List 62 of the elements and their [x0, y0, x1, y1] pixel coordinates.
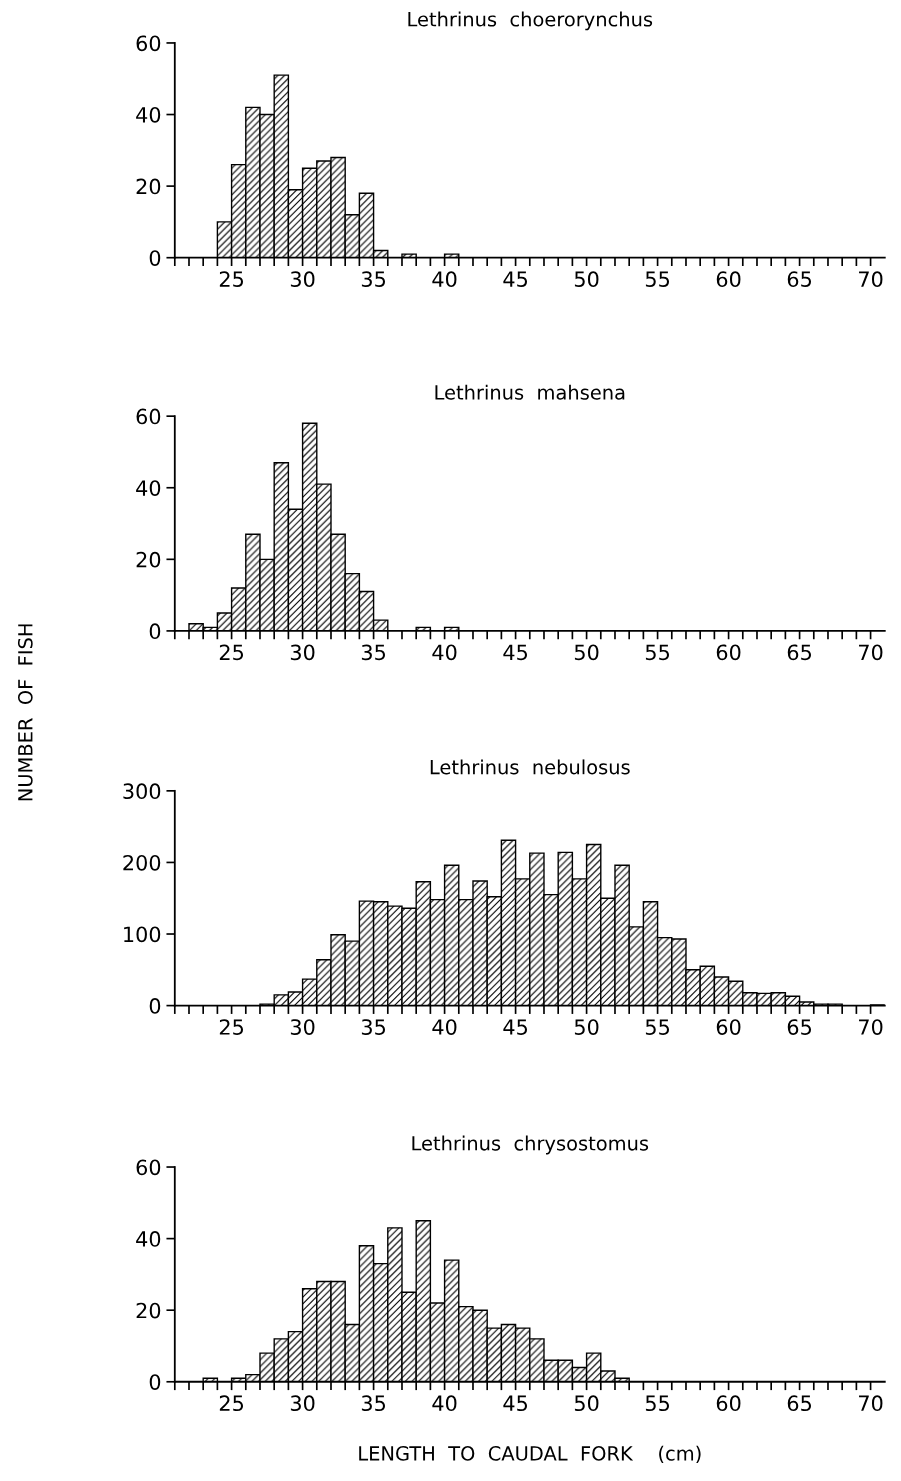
- y-tick-label: 0: [149, 250, 161, 266]
- x-tick-label: 40: [432, 1395, 457, 1412]
- x-tick-label: 55: [645, 1019, 670, 1035]
- x-tick-label: 65: [787, 1019, 812, 1035]
- x-tick-label: 25: [219, 1395, 244, 1412]
- x-tick-label: 60: [716, 1395, 741, 1412]
- x-tick-label: 60: [716, 1019, 741, 1035]
- y-tick-label: 40: [136, 1231, 161, 1247]
- x-tick-label: 70: [859, 644, 883, 661]
- y-tick-label: 200: [123, 854, 161, 871]
- y-tick-label: 20: [136, 178, 161, 195]
- x-tick-label: 40: [432, 271, 457, 288]
- chart-title: Lethrinus chrysostomus: [412, 1135, 649, 1155]
- y-tick-label: 60: [136, 35, 161, 52]
- x-tick-label: 40: [432, 644, 457, 661]
- x-tick-label: 45: [503, 1395, 528, 1412]
- x-tick-label: 50: [574, 1019, 599, 1035]
- x-tick-label: 45: [503, 1019, 528, 1035]
- x-tick-label: 35: [361, 1395, 386, 1412]
- x-tick-label: 55: [645, 1395, 670, 1412]
- x-tick-label: 50: [574, 271, 599, 288]
- x-tick-label: 70: [859, 1019, 883, 1035]
- y-tick-label: 60: [136, 1159, 161, 1176]
- x-tick-label: 30: [290, 644, 315, 661]
- x-tick-label: 35: [361, 271, 386, 288]
- y-tick-label: 60: [136, 408, 161, 425]
- x-tick-label: 30: [290, 271, 315, 288]
- y-tick-label: 300: [123, 783, 161, 800]
- y-tick-label: 40: [136, 480, 161, 496]
- x-tick-label: 30: [290, 1019, 315, 1035]
- x-tick-label: 25: [219, 271, 244, 288]
- x-tick-label: 60: [716, 644, 741, 661]
- x-tick-label: 40: [432, 1019, 457, 1035]
- x-tick-label: 65: [787, 1395, 812, 1412]
- x-tick-label: 30: [290, 1395, 315, 1412]
- x-tick-label: 55: [645, 644, 670, 661]
- x-tick-label: 65: [787, 644, 812, 661]
- y-tick-label: 40: [136, 106, 161, 123]
- x-tick-label: 70: [859, 271, 883, 288]
- x-axis-title: LENGTH TO CAUDAL FORK (cm): [359, 1445, 701, 1464]
- x-tick-label: 50: [574, 644, 599, 661]
- chart-title: Lethrinus mahsena: [435, 384, 625, 400]
- y-tick-label: 0: [149, 623, 161, 640]
- x-tick-label: 50: [574, 1395, 599, 1412]
- x-tick-label: 25: [219, 644, 244, 661]
- y-tick-label: 20: [136, 1302, 161, 1319]
- x-tick-label: 70: [859, 1395, 883, 1412]
- x-tick-label: 45: [503, 271, 528, 288]
- x-tick-label: 45: [503, 644, 528, 661]
- x-tick-label: 25: [219, 1019, 244, 1035]
- chart-title: Lethrinus choerorynchus: [408, 11, 653, 31]
- x-tick-label: 35: [361, 644, 386, 661]
- y-tick-label: 100: [124, 926, 161, 943]
- y-tick-label: 0: [149, 998, 161, 1014]
- x-tick-label: 60: [716, 271, 741, 288]
- y-tick-label: 0: [149, 1374, 161, 1390]
- chart-title: Lethrinus nebulosus: [430, 759, 630, 775]
- y-axis-title: NUMBER OF FISH: [17, 624, 33, 801]
- y-tick-label: 20: [136, 551, 161, 568]
- x-tick-label: 35: [361, 1019, 386, 1035]
- x-tick-label: 55: [645, 271, 670, 288]
- x-tick-label: 65: [787, 271, 812, 288]
